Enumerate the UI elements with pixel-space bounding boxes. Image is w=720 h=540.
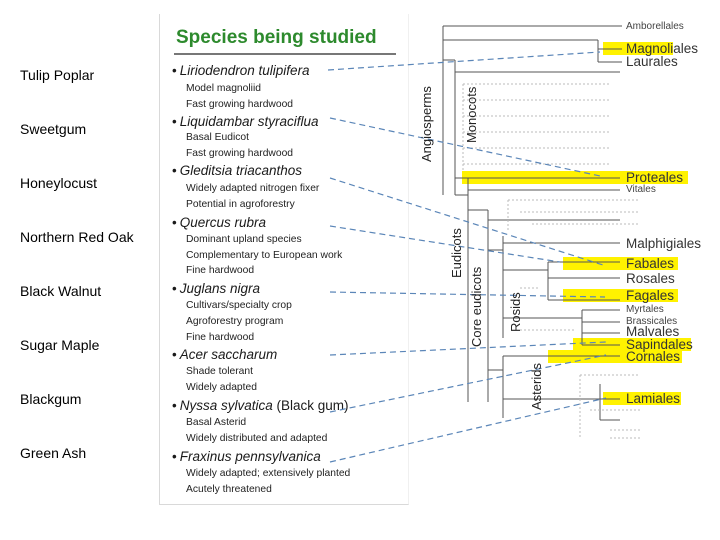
highlight-magnoliales <box>603 42 673 55</box>
species-name: • Quercus rubra <box>172 215 267 230</box>
clade-label: Angiosperms <box>419 86 434 162</box>
species-note: Basal Eudicot <box>186 132 249 143</box>
species-note: Complementary to European work <box>186 250 343 261</box>
clade-label: Eudicots <box>449 228 464 278</box>
tree-branches <box>442 25 622 421</box>
species-connectors <box>327 51 607 463</box>
highlight-fabales <box>563 257 678 270</box>
species-note: Shade tolerant <box>186 366 253 377</box>
species-note: Potential in agroforestry <box>186 199 295 210</box>
common-name: Tulip Poplar <box>20 67 95 83</box>
clade-label: Monocots <box>464 86 479 143</box>
species-note: Widely distributed and adapted <box>186 433 328 444</box>
species-panel: Species being studied • Liriodendron tuli… <box>159 14 409 505</box>
taxon-label: Fabales <box>626 256 675 271</box>
taxon-label: Myrtales <box>626 304 664 315</box>
tree-minor-branches <box>462 83 640 439</box>
species-note: Fast growing hardwood <box>186 99 294 110</box>
species-note: Widely adapted <box>186 382 257 393</box>
species-name: • Acer saccharum <box>172 347 278 362</box>
taxon-label: Fagales <box>626 288 675 303</box>
species-note: Model magnoliid <box>186 83 261 94</box>
highlight-lamiales <box>603 392 681 405</box>
species-note: Fast growing hardwood <box>186 148 294 159</box>
highlight-fagales <box>563 289 678 302</box>
species-name: • Nyssa sylvatica (Black gum) <box>172 398 349 413</box>
species-note: Fine hardwood <box>186 332 255 343</box>
taxon-label: Cornales <box>626 349 681 364</box>
taxon-label: Laurales <box>626 54 678 69</box>
species-name: • Fraxinus pennsylvanica <box>172 449 321 464</box>
common-name: Black Walnut <box>20 283 102 299</box>
species-note: Cultivars/specialty crop <box>186 300 292 311</box>
taxon-label: Malvales <box>626 324 680 339</box>
common-name: Blackgum <box>20 391 82 407</box>
taxon-label: Amborellales <box>626 21 684 32</box>
clade-label: Core eudicots <box>469 266 484 347</box>
species-name: • Liquidambar styraciflua <box>172 114 319 129</box>
common-name: Sugar Maple <box>20 337 100 353</box>
clade-label: Asterids <box>529 363 544 410</box>
panel-title: Species being studied <box>176 27 377 48</box>
taxon-label: Magnoliales <box>626 41 699 56</box>
common-name: Green Ash <box>20 445 87 461</box>
common-name: Honeylocust <box>20 175 98 191</box>
common-name: Northern Red Oak <box>20 229 134 245</box>
species-name: • Juglans nigra <box>172 281 261 296</box>
species-note: Acutely threatened <box>186 484 272 495</box>
species-note: Widely adapted; extensively planted <box>186 468 351 479</box>
taxon-label: Vitales <box>626 184 656 195</box>
highlight-sapindales <box>573 338 691 351</box>
taxon-label: Malphigiales <box>626 236 702 251</box>
common-name: Sweetgum <box>20 121 87 137</box>
taxon-label: Brassicales <box>626 316 678 327</box>
clade-label: Rosids <box>508 292 523 332</box>
title-underline <box>174 53 396 55</box>
species-note: Widely adapted nitrogen fixer <box>186 183 320 194</box>
species-note: Fine hardwood <box>186 265 255 276</box>
taxon-label: Rosales <box>626 271 675 286</box>
species-name: • Liriodendron tulipifera <box>172 63 310 78</box>
taxon-label: Sapindales <box>626 337 693 352</box>
species-note: Basal Asterid <box>186 417 247 428</box>
species-name: • Gleditsia triacanthos <box>172 163 303 178</box>
species-note: Agroforestry program <box>186 316 284 327</box>
taxon-label: Lamiales <box>626 391 681 406</box>
taxon-label: Proteales <box>626 170 684 185</box>
species-note: Dominant upland species <box>186 234 302 245</box>
